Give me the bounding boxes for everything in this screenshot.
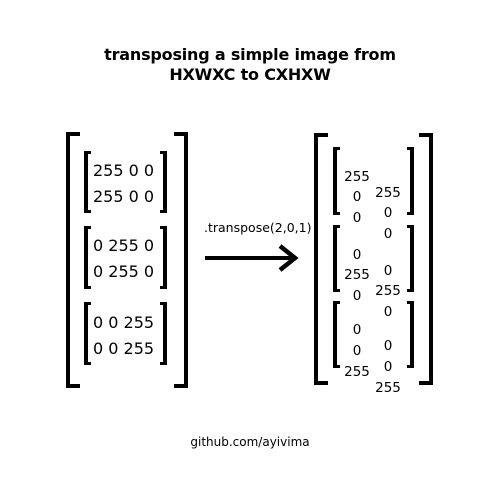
right-block-2-cell: 255 [375,283,401,299]
right-block-1-cell: 0 [352,210,362,226]
right-block-2-cell: 0 [352,247,362,263]
footer-credit: github.com/ayivima [190,435,310,449]
right-block-1-cell: 0 [383,226,393,242]
right-block-2-bracket-right [407,225,414,292]
right-block-2-bracket-left [333,225,340,292]
right-block-2-cell: 0 [383,263,393,279]
right-block-1-row-3: 0 0 [0,194,393,258]
right-block-1-bracket-left [333,147,340,215]
title-line-2: HXWXC to CXHXW [169,65,331,84]
right-block-3-row-1: 0 0 [0,306,393,370]
right-block-1-cell: 255 [375,185,401,201]
right-tensor-outer-bracket-left [314,133,328,385]
left-tensor-outer-bracket-right [174,132,188,388]
right-tensor-outer-bracket-right [419,133,433,385]
left-tensor-outer-bracket-left [66,132,80,388]
left-block-3-bracket-right [160,302,167,365]
right-block-1-row-1: 255 255 [0,153,401,217]
right-block-2-row-2: 255 255 [0,251,401,315]
right-block-2-cell: 0 [383,304,393,320]
right-block-1-cell: 0 [352,189,362,205]
right-block-1-bracket-right [407,147,414,215]
right-block-3-cell: 0 [352,343,362,359]
right-block-1-cell: 0 [383,205,393,221]
right-block-3-cell: 0 [383,359,393,375]
left-block-3-row-2: 0 0 255 [93,339,155,358]
right-arrow-icon [205,244,299,272]
left-block-1-bracket-left [84,151,91,213]
right-block-3-bracket-left [333,301,340,368]
title-line-1: transposing a simple image from [104,45,396,64]
left-block-1-row-1: 255 0 0 [93,161,155,180]
right-block-3-cell: 0 [383,338,393,354]
right-block-2-row-1: 0 0 [0,231,393,295]
left-block-2-bracket-left [84,226,91,289]
right-block-2-row-3: 0 0 [0,272,393,336]
left-block-3-bracket-left [84,302,91,365]
right-block-2-cell: 0 [352,288,362,304]
right-block-3-bracket-right [407,301,414,368]
right-block-3-cell: 255 [344,364,370,380]
right-block-2-cell: 255 [344,267,370,283]
transpose-label: .transpose(2,0,1) [204,220,312,235]
right-block-3-row-2: 0 0 [0,327,393,391]
right-block-1-row-2: 0 0 [0,173,393,237]
left-block-2-row-1: 0 255 0 [93,236,155,255]
left-block-2-row-2: 0 255 0 [93,262,155,281]
left-block-3-row-1: 0 0 255 [93,313,155,332]
left-block-1-row-2: 255 0 0 [93,187,155,206]
right-block-3-cell: 255 [375,380,401,396]
right-block-3-cell: 0 [352,322,362,338]
left-block-2-bracket-right [160,226,167,289]
right-block-3-row-3: 255 255 [0,348,401,412]
right-block-1-cell: 255 [344,169,370,185]
left-block-1-bracket-right [160,151,167,213]
